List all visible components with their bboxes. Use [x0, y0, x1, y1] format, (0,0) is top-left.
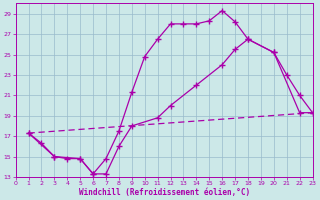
X-axis label: Windchill (Refroidissement éolien,°C): Windchill (Refroidissement éolien,°C) — [78, 188, 250, 197]
